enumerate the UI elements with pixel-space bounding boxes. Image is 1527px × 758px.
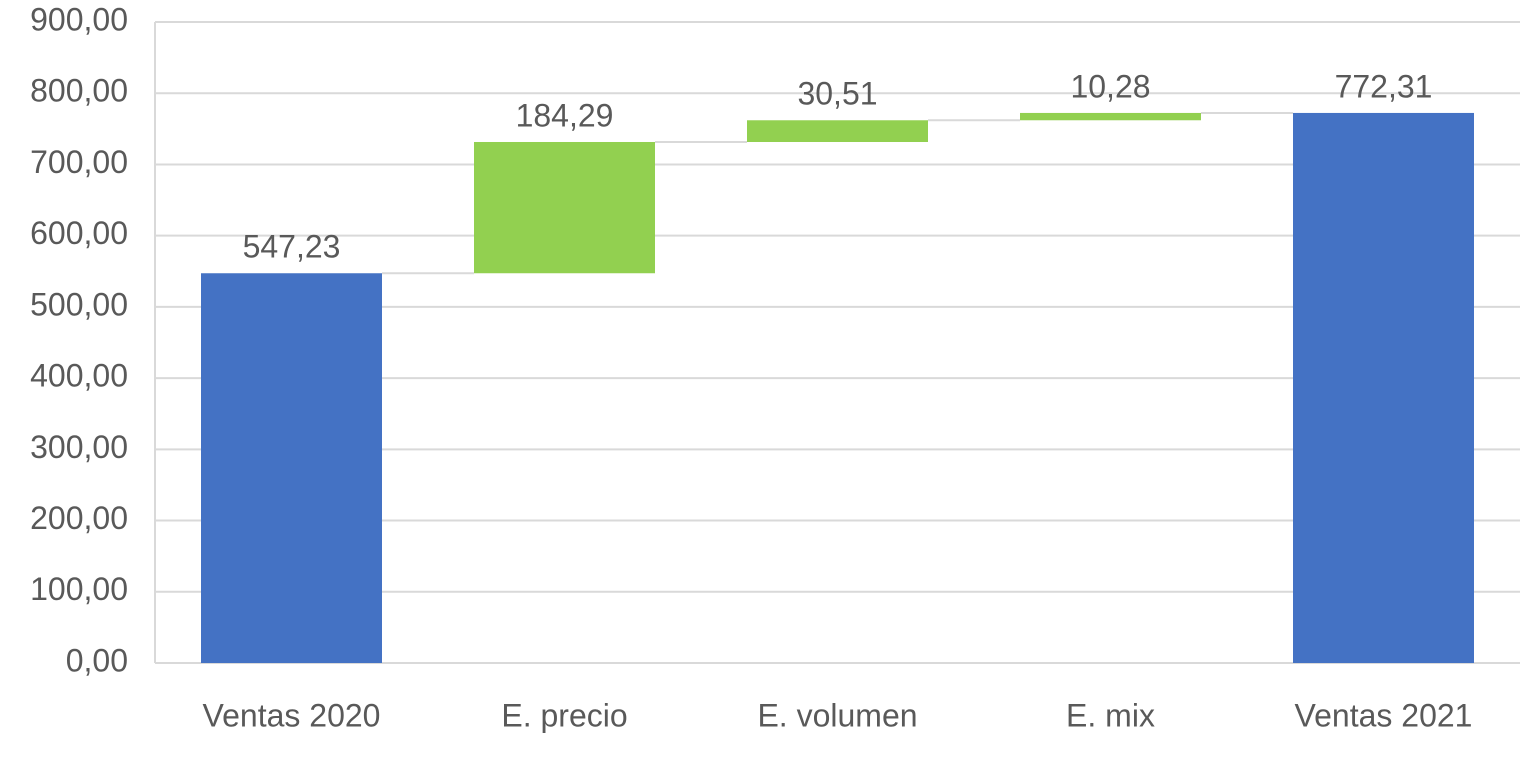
- data-label: 547,23: [243, 229, 341, 265]
- x-tick-label: Ventas 2021: [1295, 697, 1473, 733]
- bar: [474, 141, 655, 274]
- y-tick-label: 0,00: [66, 642, 128, 678]
- data-label: 184,29: [516, 97, 614, 133]
- x-tick-label: E. precio: [501, 697, 627, 733]
- y-tick-label: 400,00: [30, 358, 128, 394]
- y-tick-label: 600,00: [30, 215, 128, 251]
- data-label: 30,51: [797, 76, 877, 112]
- x-tick-label: Ventas 2020: [203, 697, 381, 733]
- x-tick-label: E. mix: [1066, 697, 1155, 733]
- y-tick-label: 800,00: [30, 73, 128, 109]
- y-tick-label: 100,00: [30, 571, 128, 607]
- bar: [1293, 112, 1474, 663]
- bar: [747, 120, 928, 142]
- bar: [1020, 112, 1201, 121]
- data-label: 10,28: [1070, 68, 1150, 104]
- y-tick-label: 700,00: [30, 144, 128, 180]
- y-tick-label: 900,00: [30, 1, 128, 37]
- y-tick-label: 300,00: [30, 429, 128, 465]
- bar: [201, 273, 382, 663]
- y-tick-label: 200,00: [30, 500, 128, 536]
- y-tick-label: 500,00: [30, 286, 128, 322]
- x-tick-label: E. volumen: [757, 697, 917, 733]
- data-label: 772,31: [1335, 68, 1433, 104]
